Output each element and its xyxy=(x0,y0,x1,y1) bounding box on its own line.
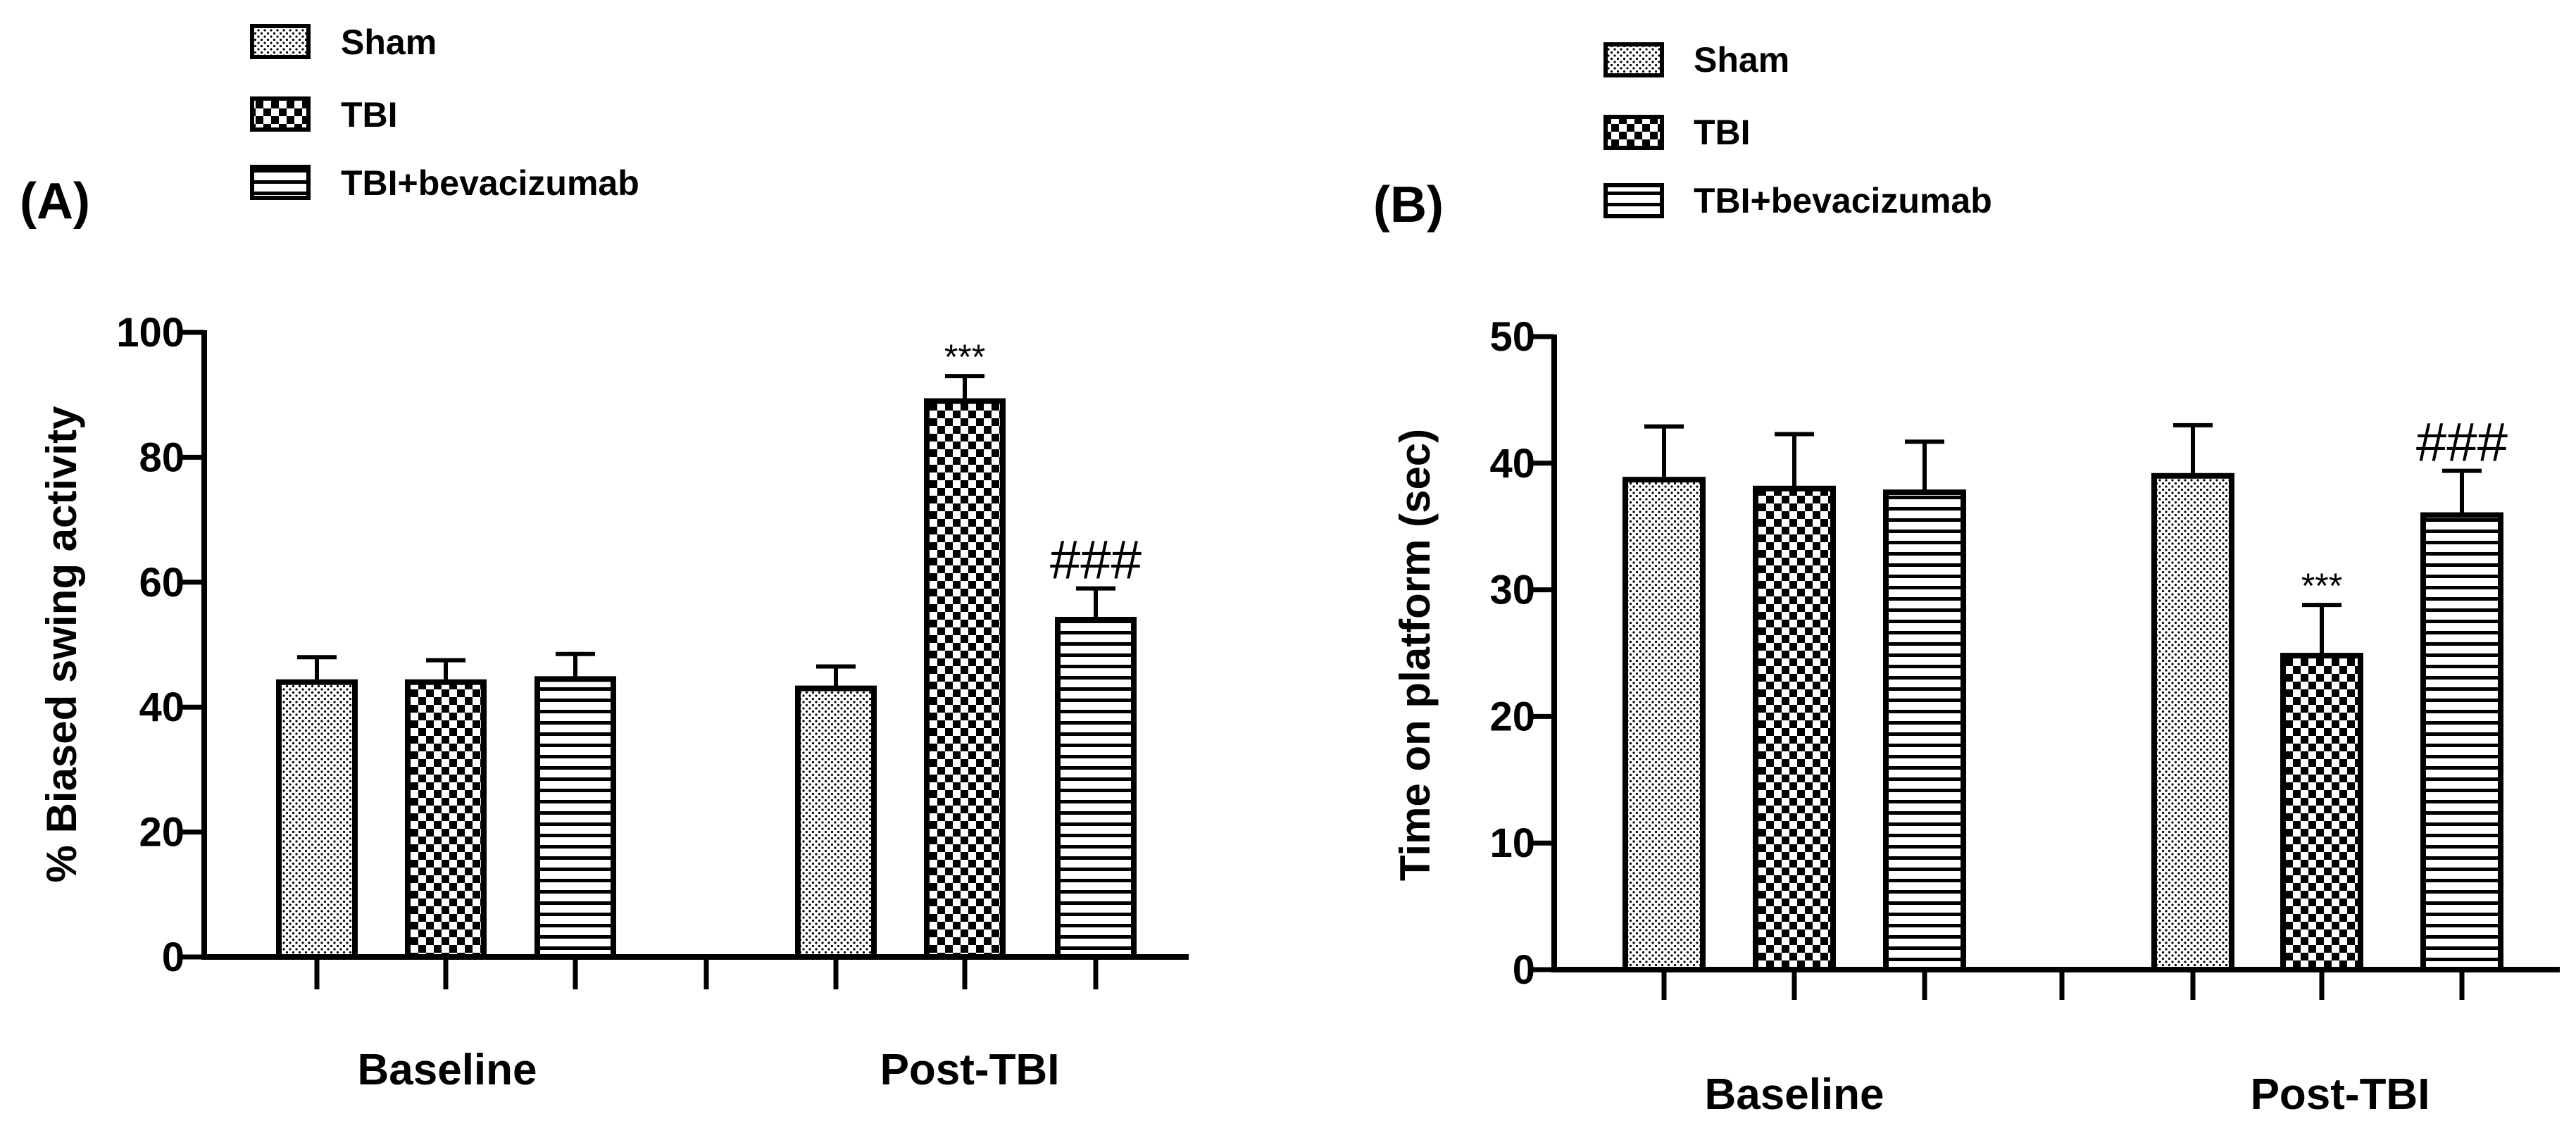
legend-swatch-sham xyxy=(250,24,311,59)
legend-label-tbi: TBI xyxy=(1694,113,1751,152)
group-label-baseline: Baseline xyxy=(1704,1070,1884,1119)
panel-b: (B) Sham TBI TBI+bevacizumab Time on pla… xyxy=(1373,40,2560,1119)
significance-hashes: ### xyxy=(1050,529,1142,591)
bar-sham-post-tbi xyxy=(2151,472,2234,972)
legend-item-sham: Sham xyxy=(250,23,437,62)
y-tick-label: 0 xyxy=(1513,947,1535,993)
y-tick-label: 10 xyxy=(1489,820,1535,866)
bar-sham-baseline xyxy=(1622,477,1706,972)
y-tick-label: 20 xyxy=(139,810,185,856)
legend-item-tbi-bevacizumab: TBI+bevacizumab xyxy=(250,163,639,203)
legend-label-tbi: TBI xyxy=(341,95,398,134)
bar-sham-post-tbi xyxy=(795,685,877,960)
legend-label-tbi-bevacizumab: TBI+bevacizumab xyxy=(341,163,639,203)
bar-sham-baseline xyxy=(276,679,358,960)
y-tick-label: 100 xyxy=(116,310,185,356)
bar-tbi-post-tbi xyxy=(2280,653,2363,972)
y-tick-label: 40 xyxy=(139,684,185,730)
bar-tbi-baseline xyxy=(405,679,487,960)
bar-tbi-baseline xyxy=(1753,485,1836,972)
bar-tbi-bevacizumab-post-tbi xyxy=(2420,512,2503,972)
group-label-post-tbi: Post-TBI xyxy=(2251,1070,2430,1119)
plot-area: 0 10 20 30 40 50 *** ### xyxy=(1489,314,2560,1000)
group-label-post-tbi: Post-TBI xyxy=(880,1046,1060,1094)
y-tick-label: 80 xyxy=(139,434,185,480)
legend: Sham TBI TBI+bevacizumab xyxy=(250,23,639,203)
y-axis-title: % Biased swing activity xyxy=(38,406,85,883)
bar-tbi-bevacizumab-post-tbi xyxy=(1055,617,1137,960)
significance-hashes: ### xyxy=(2416,411,2508,473)
bar-tbi-bevacizumab-baseline xyxy=(1883,489,1966,972)
legend-label-sham: Sham xyxy=(1694,40,1789,80)
legend-label-tbi-bevacizumab: TBI+bevacizumab xyxy=(1694,181,1992,220)
plot-area: 0 20 40 60 80 100 *** ### xyxy=(116,310,1189,989)
legend-swatch-tbi xyxy=(1603,115,1664,150)
y-tick-label: 50 xyxy=(1489,314,1535,360)
legend-item-sham: Sham xyxy=(1603,40,1789,80)
bar-tbi-bevacizumab-baseline xyxy=(534,676,616,960)
panel-label: (A) xyxy=(20,173,90,230)
legend-swatch-tbi-bevacizumab xyxy=(250,165,311,200)
legend-swatch-tbi xyxy=(250,96,311,132)
legend: Sham TBI TBI+bevacizumab xyxy=(1603,40,1992,220)
y-tick-label: 60 xyxy=(139,560,185,606)
panel-a: (A) Sham TBI TBI+bevacizumab % Biased sw… xyxy=(20,23,1189,1094)
y-tick-label: 30 xyxy=(1489,568,1535,613)
legend-item-tbi: TBI xyxy=(1603,113,1751,152)
legend-item-tbi-bevacizumab: TBI+bevacizumab xyxy=(1603,181,1992,220)
legend-swatch-sham xyxy=(1603,42,1664,77)
y-tick-label: 0 xyxy=(162,934,185,980)
y-tick-label: 40 xyxy=(1489,441,1535,487)
y-tick-label: 20 xyxy=(1489,694,1535,739)
panel-label: (B) xyxy=(1373,177,1444,233)
legend-item-tbi: TBI xyxy=(250,95,398,134)
bar-tbi-post-tbi xyxy=(924,398,1006,960)
significance-stars: *** xyxy=(944,337,985,377)
legend-swatch-tbi-bevacizumab xyxy=(1603,183,1664,218)
y-axis-title: Time on platform (sec) xyxy=(1392,429,1439,881)
group-label-baseline: Baseline xyxy=(357,1046,537,1094)
significance-stars: *** xyxy=(2301,566,2342,606)
legend-label-sham: Sham xyxy=(341,23,437,62)
